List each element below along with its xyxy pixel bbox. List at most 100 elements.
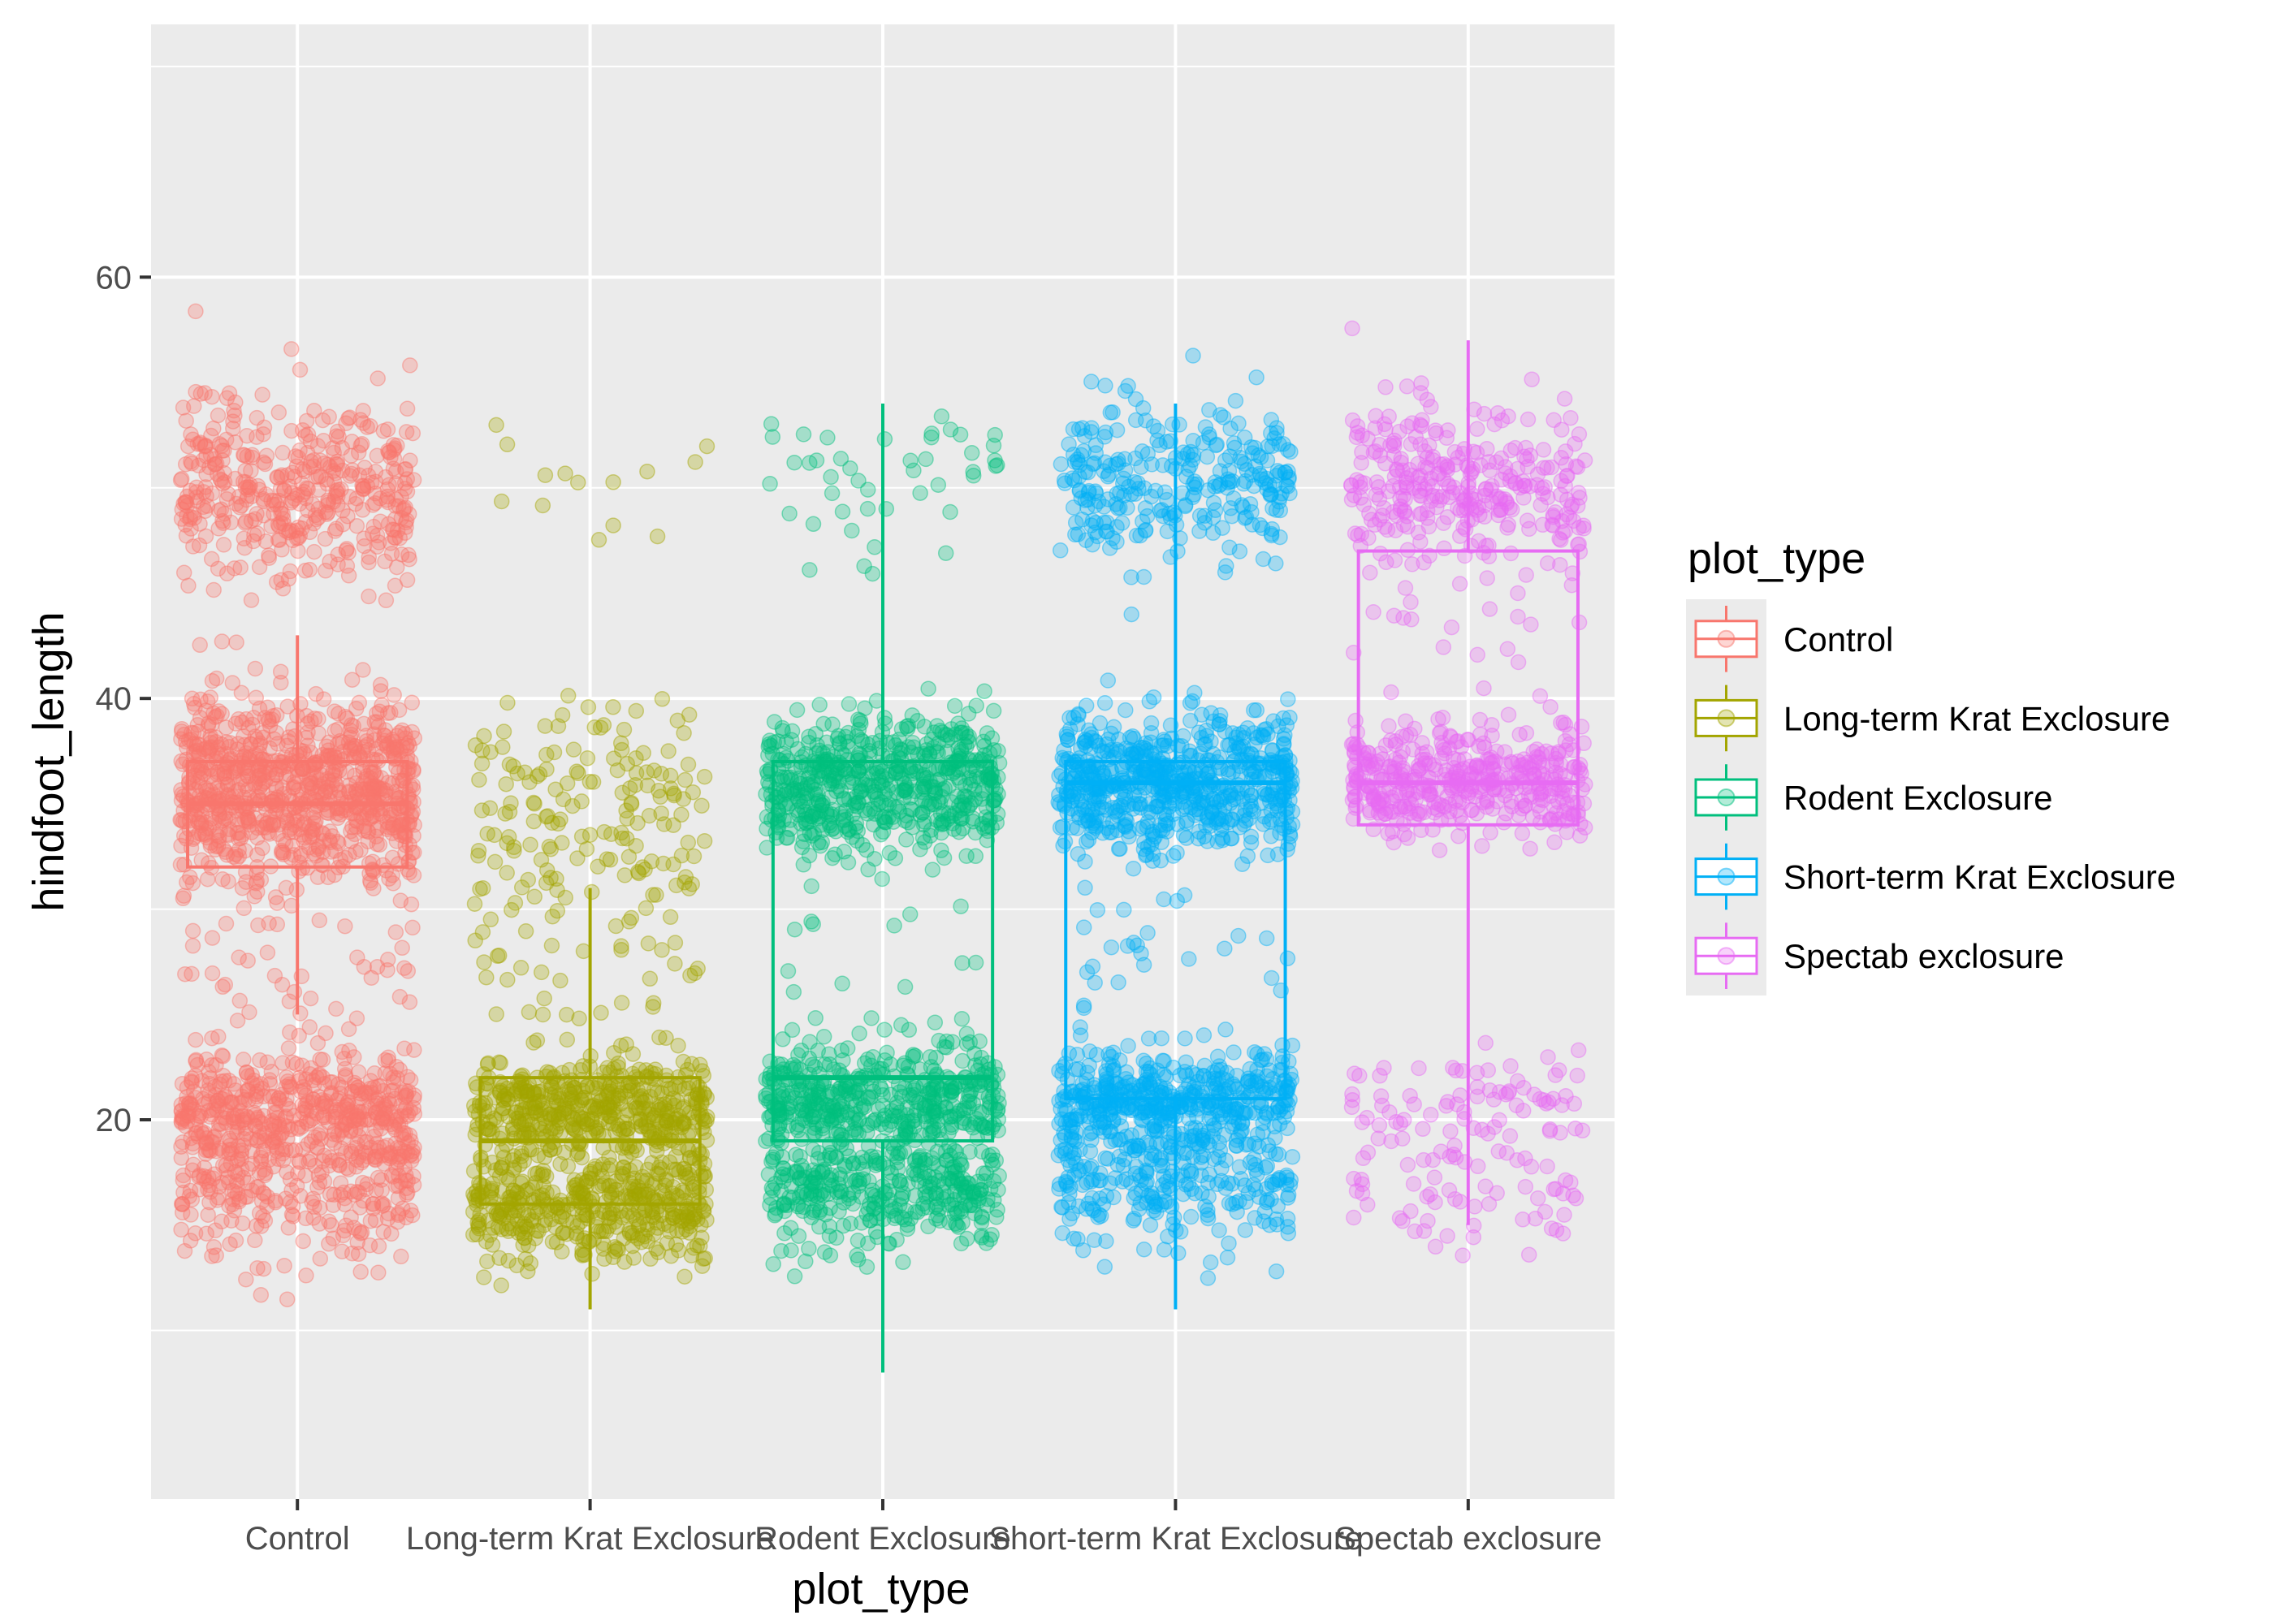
data-point (289, 486, 305, 503)
data-point (177, 965, 193, 983)
data-point (387, 924, 404, 940)
data-point (231, 499, 249, 516)
data-point (885, 734, 901, 750)
data-point (565, 741, 582, 758)
data-point (341, 409, 358, 425)
data-point (352, 748, 369, 764)
data-point (197, 385, 213, 401)
data-point (362, 417, 378, 434)
data-point (580, 1211, 596, 1227)
data-point (328, 428, 345, 444)
data-point (335, 516, 352, 533)
data-point (942, 503, 958, 520)
data-point (354, 1174, 371, 1191)
data-point (470, 848, 486, 864)
data-point (254, 387, 270, 403)
data-point (393, 546, 410, 563)
data-point (399, 483, 416, 500)
data-point (397, 499, 413, 516)
data-point (327, 464, 344, 482)
data-point (326, 473, 343, 490)
data-point (198, 820, 214, 837)
data-point (351, 1104, 368, 1121)
data-point (536, 990, 552, 1007)
data-point (377, 553, 393, 570)
data-point (378, 491, 395, 508)
data-point (387, 491, 404, 508)
data-point (229, 811, 245, 828)
data-point (314, 412, 331, 429)
data-point (286, 810, 302, 826)
data-point (322, 553, 338, 570)
data-point (175, 890, 192, 907)
data-point (645, 887, 661, 903)
data-point (793, 1184, 811, 1201)
data-point (876, 710, 893, 726)
data-point (554, 706, 571, 723)
data-point (178, 495, 195, 511)
data-point (384, 867, 400, 883)
data-point (931, 1158, 947, 1175)
data-point (312, 1199, 328, 1216)
data-point (698, 1112, 715, 1129)
data-point (342, 468, 358, 484)
data-point (399, 1144, 416, 1161)
data-point (207, 729, 223, 745)
data-point (210, 560, 227, 577)
data-point (320, 494, 337, 511)
data-point (326, 444, 342, 461)
data-point (197, 479, 214, 495)
data-point (305, 810, 322, 826)
data-point (856, 558, 872, 574)
data-point (388, 1058, 404, 1075)
data-point (354, 477, 370, 494)
data-point (765, 1256, 781, 1272)
data-point (618, 830, 635, 847)
data-point (229, 1186, 246, 1203)
data-point (849, 1247, 865, 1263)
data-point (231, 949, 247, 965)
data-point (326, 489, 344, 505)
data-point (603, 826, 620, 842)
data-point (802, 562, 818, 578)
data-point (365, 1195, 382, 1212)
data-point (200, 1207, 216, 1223)
data-point (857, 700, 873, 716)
data-point (350, 1128, 367, 1145)
data-point (279, 737, 296, 754)
data-point (555, 791, 572, 808)
data-point (396, 461, 413, 477)
data-point (471, 771, 487, 788)
data-point (270, 469, 286, 486)
data-point (340, 544, 357, 561)
data-point (252, 737, 268, 754)
data-point (237, 473, 254, 490)
data-point (244, 447, 261, 464)
data-point (662, 909, 679, 926)
data-point (173, 511, 190, 527)
data-point (213, 736, 230, 753)
data-point (258, 447, 275, 464)
data-point (191, 1168, 207, 1186)
data-point (185, 506, 202, 522)
data-point (680, 834, 697, 851)
data-point (254, 775, 271, 792)
data-point (207, 709, 223, 725)
data-point (351, 467, 368, 484)
data-point (279, 1091, 295, 1108)
data-point (183, 1073, 200, 1090)
data-point (322, 784, 339, 800)
data-point (304, 775, 321, 792)
data-point (272, 481, 289, 497)
data-point (351, 694, 368, 711)
data-point (300, 839, 318, 856)
data-point (201, 459, 218, 476)
data-point (379, 705, 396, 721)
data-point (773, 1242, 789, 1259)
data-point (675, 1053, 692, 1070)
data-point (310, 500, 327, 517)
data-point (361, 549, 378, 565)
data-point (404, 919, 421, 936)
data-point (335, 502, 351, 519)
data-point (214, 512, 231, 529)
